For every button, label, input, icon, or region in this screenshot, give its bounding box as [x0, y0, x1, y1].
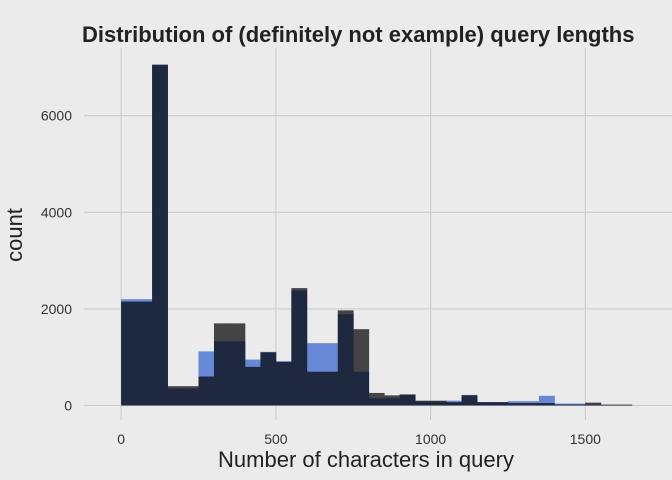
histogram-bar — [167, 388, 184, 406]
histogram-series-blue — [121, 64, 633, 406]
histogram-bar — [244, 359, 261, 406]
histogram-bar — [477, 402, 493, 406]
histogram-bar — [229, 341, 246, 406]
histogram-bar — [430, 401, 447, 406]
histogram-bar — [461, 394, 478, 406]
histogram-bar — [523, 401, 540, 406]
histogram-bar — [260, 351, 277, 406]
histogram-bar — [198, 351, 215, 406]
y-tick-label: 4000 — [41, 204, 72, 220]
histogram-bar — [492, 402, 509, 406]
histogram-bar — [275, 361, 292, 406]
histogram-bar — [152, 64, 168, 406]
y-axis-title: count — [2, 208, 27, 262]
histogram-bar — [538, 395, 555, 406]
histogram-bar — [121, 299, 138, 406]
histogram-bar — [384, 398, 401, 406]
histogram-bar — [322, 343, 339, 406]
histogram-bar — [554, 403, 571, 406]
axis-ticks: 0 2000 4000 6000 0 500 1000 1500 — [41, 108, 601, 447]
histogram-bar — [585, 404, 602, 406]
histogram-bar — [368, 398, 385, 406]
y-tick-label: 0 — [64, 398, 72, 414]
histogram-bar — [399, 394, 416, 406]
histogram-bar — [507, 401, 524, 406]
x-tick-label: 1500 — [570, 431, 601, 447]
grid-lines — [84, 48, 672, 420]
histogram-bar — [569, 403, 586, 406]
histogram-bar — [183, 388, 199, 406]
histogram-bar — [291, 290, 308, 406]
histogram-bar — [353, 371, 370, 406]
histogram-bar — [415, 401, 432, 406]
x-axis-title: Number of characters in query — [218, 447, 514, 472]
x-tick-label: 1000 — [415, 431, 446, 447]
chart-title: Distribution of (definitely not example)… — [82, 22, 634, 47]
histogram-bar — [306, 343, 323, 406]
x-tick-label: 0 — [117, 431, 125, 447]
histogram-bar — [446, 400, 462, 406]
x-tick-label: 500 — [264, 431, 288, 447]
y-tick-label: 2000 — [41, 301, 72, 317]
histogram-bar — [136, 299, 153, 406]
histogram-bar — [337, 314, 354, 406]
histogram-bar — [585, 402, 602, 406]
histogram-bar — [213, 341, 230, 406]
y-tick-label: 6000 — [41, 108, 72, 124]
